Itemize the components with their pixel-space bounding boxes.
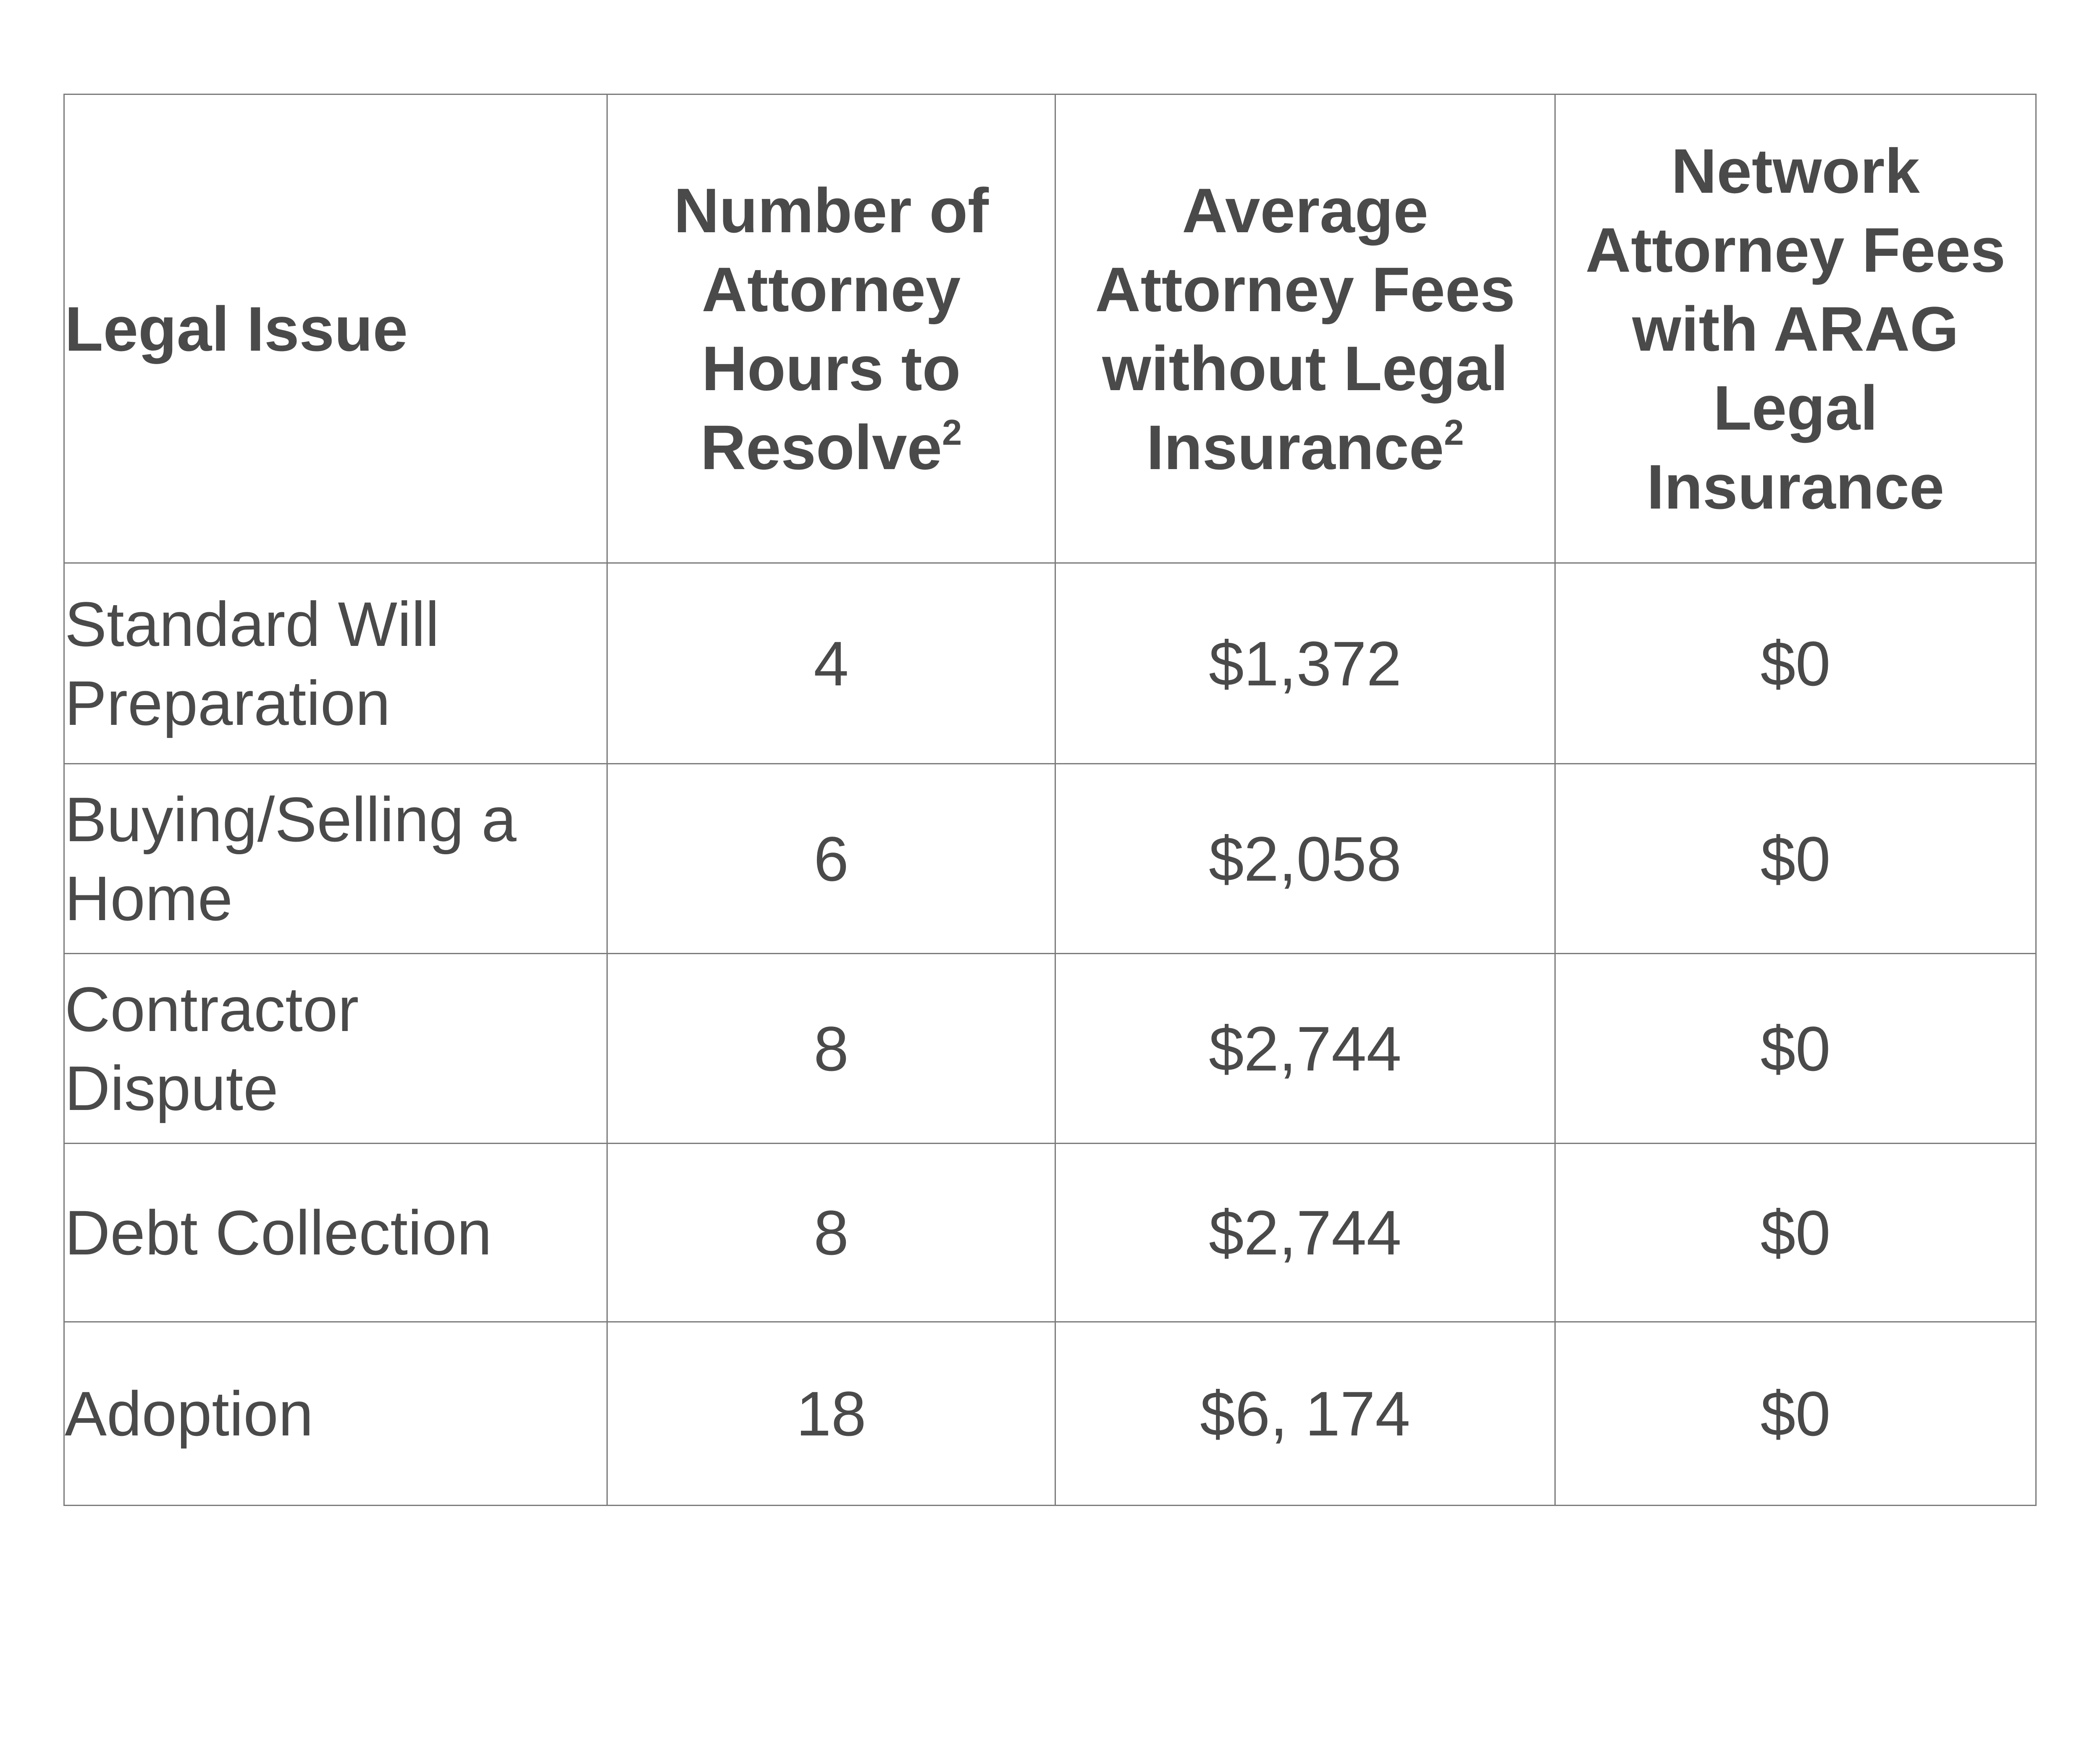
table-row: Contractor Dispute 8 $2,744 $0 <box>63 953 2037 1144</box>
cell-fees-without: $2,058 <box>1055 763 1556 954</box>
cell-hours: 18 <box>606 1321 1056 1506</box>
cell-legal-issue: Adoption <box>63 1321 608 1506</box>
footnote-marker: 2 <box>1444 412 1464 453</box>
cell-hours: 8 <box>606 953 1056 1144</box>
cell-hours: 6 <box>606 763 1056 954</box>
table-row: Adoption 18 $6, 174 $0 <box>63 1321 2037 1506</box>
header-fees-with-insurance: Network Attorney Fees with ARAG Legal In… <box>1554 94 2037 564</box>
cell-legal-issue: Debt Collection <box>63 1143 608 1322</box>
cell-fees-without: $1,372 <box>1055 562 1556 764</box>
cell-fees-with: $0 <box>1554 763 2037 954</box>
cell-legal-issue: Standard Will Preparation <box>63 562 608 764</box>
cell-hours: 4 <box>606 562 1056 764</box>
cell-fees-with: $0 <box>1554 953 2037 1144</box>
cell-fees-without: $2,744 <box>1055 1143 1556 1322</box>
cell-fees-with: $0 <box>1554 562 2037 764</box>
table-row: Standard Will Preparation 4 $1,372 $0 <box>63 562 2037 764</box>
header-legal-issue: Legal Issue <box>63 94 608 564</box>
header-attorney-hours: Number of Attorney Hours to Resolve2 <box>606 94 1056 564</box>
table-row: Buying/Selling a Home 6 $2,058 $0 <box>63 763 2037 954</box>
cell-fees-with: $0 <box>1554 1143 2037 1322</box>
table-row: Debt Collection 8 $2,744 $0 <box>63 1143 2037 1322</box>
header-fees-without-insurance: Average Attorney Fees without Legal Insu… <box>1055 94 1556 564</box>
legal-fees-table: Legal Issue Number of Attorney Hours to … <box>63 94 2037 1506</box>
cell-legal-issue: Contractor Dispute <box>63 953 608 1144</box>
cell-fees-without: $2,744 <box>1055 953 1556 1144</box>
cell-legal-issue: Buying/Selling a Home <box>63 763 608 954</box>
cell-fees-without: $6, 174 <box>1055 1321 1556 1506</box>
footnote-marker: 2 <box>942 412 962 453</box>
table-header-row: Legal Issue Number of Attorney Hours to … <box>63 94 2037 564</box>
cell-hours: 8 <box>606 1143 1056 1322</box>
cell-fees-with: $0 <box>1554 1321 2037 1506</box>
